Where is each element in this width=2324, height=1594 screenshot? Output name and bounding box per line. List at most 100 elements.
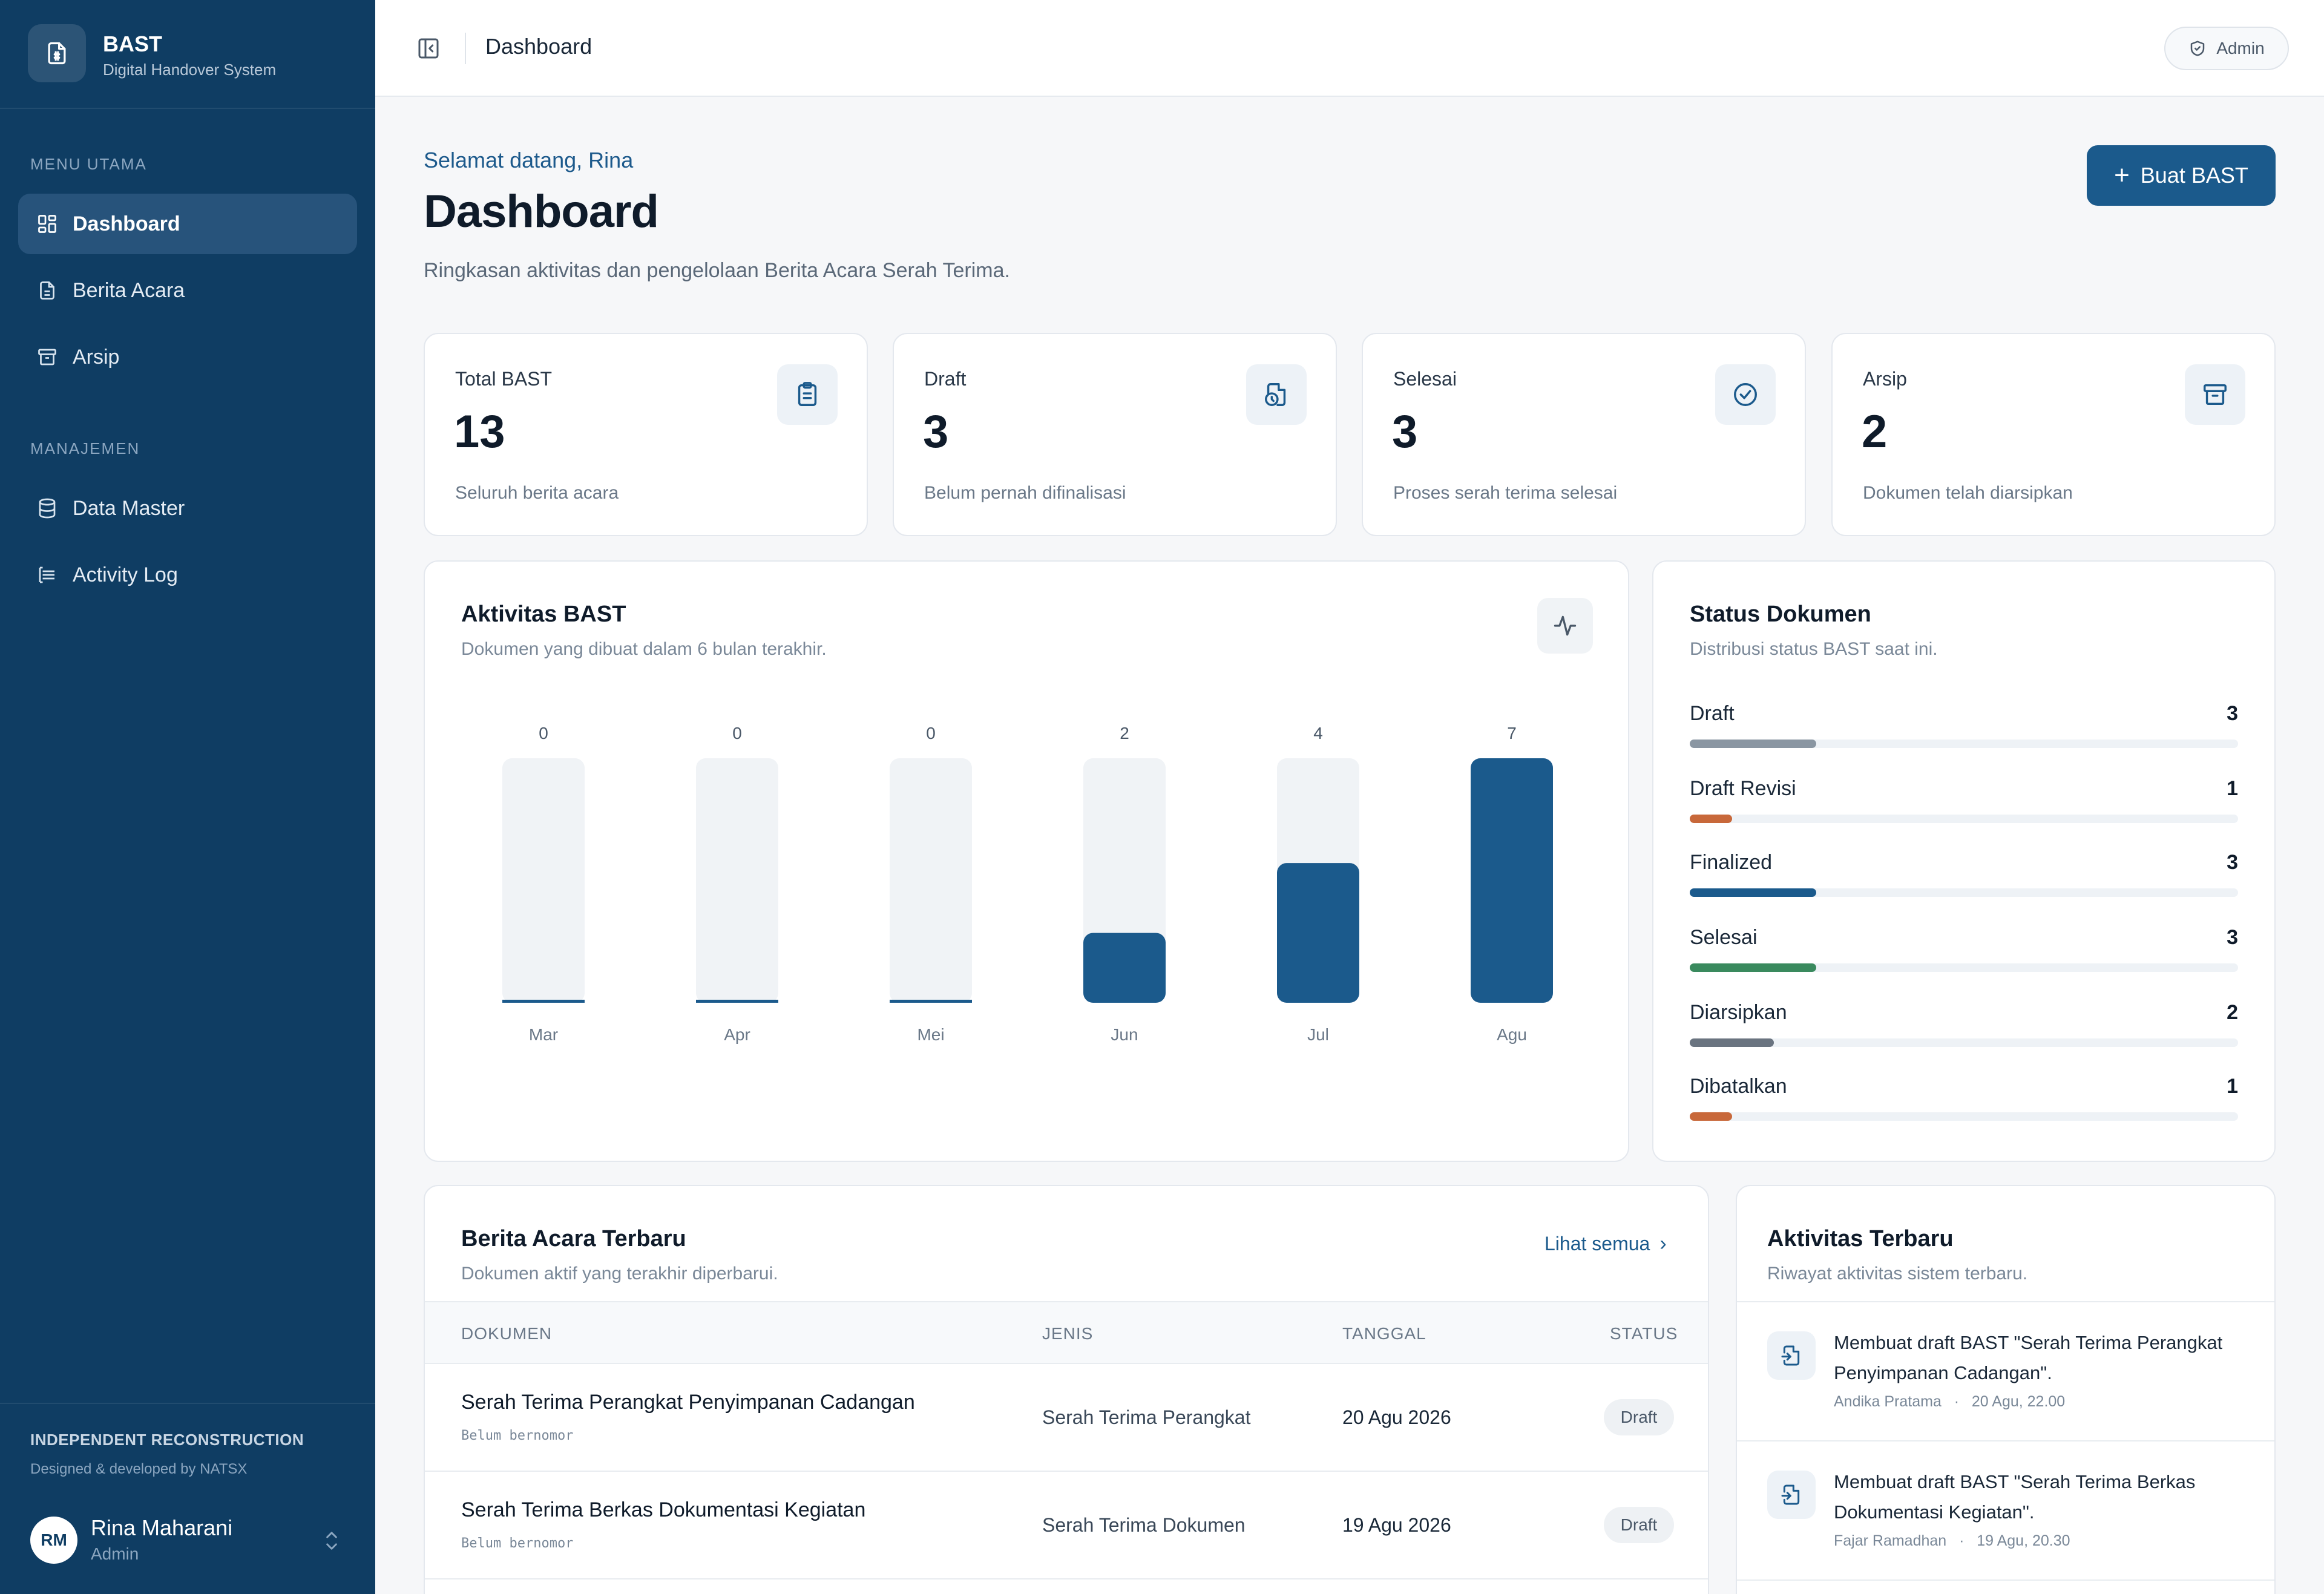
- status-fill: [1690, 1038, 1774, 1047]
- document-title: Serah Terima Perangkat Penyimpanan Cadan…: [461, 1391, 915, 1414]
- user-role: Admin: [91, 1544, 139, 1563]
- document-title: Serah Terima Berkas Dokumentasi Kegiatan: [461, 1498, 866, 1521]
- sidebar-item-arsip[interactable]: Arsip: [18, 327, 357, 387]
- table-row[interactable]: Serah Terima Perangkat Penyimpanan Cadan…: [425, 1364, 1708, 1472]
- status-label: Dibatalkan: [1690, 1075, 1787, 1098]
- stat-label: Draft: [924, 368, 967, 390]
- status-count: 1: [2227, 777, 2238, 800]
- status-card: Status Dokumen Distribusi status BAST sa…: [1652, 560, 2276, 1162]
- sidebar-item-label: Berita Acara: [73, 278, 185, 302]
- brand-logo-icon: [28, 24, 86, 82]
- bar-track: [696, 758, 778, 1003]
- status-row-diarsipkan: Diarsipkan 2: [1690, 1001, 2238, 1055]
- page-title: Dashboard: [424, 186, 659, 237]
- bar-agu[interactable]: [1471, 758, 1553, 1003]
- status-subtitle: Distribusi status BAST saat ini.: [1690, 639, 1938, 659]
- column-header: TANGGAL: [1342, 1324, 1426, 1343]
- status-fill: [1690, 815, 1732, 823]
- activity-subtitle: Riwayat aktivitas sistem terbaru.: [1767, 1264, 2028, 1284]
- status-badge: Draft: [1604, 1399, 1674, 1435]
- database-icon: [35, 496, 59, 520]
- bar-value-label: 2: [1120, 724, 1129, 743]
- chevron-up-down-icon[interactable]: [321, 1527, 343, 1554]
- stat-card-draft: Draft 3 Belum pernah difinalisasi: [893, 333, 1337, 536]
- stat-label: Arsip: [1863, 368, 1907, 390]
- sidebar-item-label: Dashboard: [73, 212, 180, 235]
- chart-title: Aktivitas BAST: [461, 602, 626, 627]
- x-tick-label: Mar: [529, 1025, 558, 1044]
- separator-dot: ·: [1945, 1393, 1968, 1410]
- recent-activity-card: Aktivitas Terbaru Riwayat aktivitas sist…: [1736, 1185, 2276, 1594]
- status-track: [1690, 815, 2238, 823]
- document-number: Belum bernomor: [461, 1428, 574, 1443]
- status-row-draft: Draft 3: [1690, 702, 2238, 756]
- document-date: 19 Agu 2026: [1342, 1514, 1451, 1536]
- x-tick-label: Apr: [724, 1025, 750, 1044]
- footer-title: INDEPENDENT RECONSTRUCTION: [30, 1431, 304, 1449]
- activity-chart-card: Aktivitas BAST Dokumen yang dibuat dalam…: [424, 560, 1629, 1162]
- status-label: Finalized: [1690, 851, 1773, 874]
- bar-jul[interactable]: [1277, 863, 1359, 1003]
- archive-icon: [2185, 364, 2245, 425]
- status-count: 1: [2227, 1075, 2238, 1098]
- bar-apr[interactable]: [696, 1000, 778, 1003]
- activity-text: Membuat draft BAST "Serah Terima Perangk…: [1834, 1332, 2223, 1383]
- status-track: [1690, 1112, 2238, 1121]
- column-header: DOKUMEN: [461, 1324, 553, 1343]
- status-title: Status Dokumen: [1690, 602, 1871, 627]
- create-bast-label: Buat BAST: [2140, 163, 2248, 188]
- sidebar-item-activity-log[interactable]: Activity Log: [18, 545, 357, 605]
- status-row-draft-revisi: Draft Revisi 1: [1690, 777, 2238, 831]
- archive-icon: [35, 345, 59, 369]
- sidebar-item-data-master[interactable]: Data Master: [18, 478, 357, 539]
- activity-item[interactable]: Membuat draft BAST "Serah Terima Perangk…: [1737, 1302, 2274, 1441]
- avatar[interactable]: RM: [30, 1517, 77, 1564]
- recent-subtitle: Dokumen aktif yang terakhir diperbarui.: [461, 1264, 778, 1284]
- bar-mei[interactable]: [890, 1000, 972, 1003]
- activity-time: 19 Agu, 20.30: [1977, 1532, 2070, 1549]
- shield-check-icon: [2188, 39, 2207, 57]
- plus-icon: +: [2114, 160, 2130, 190]
- chart-subtitle: Dokumen yang dibuat dalam 6 bulan terakh…: [461, 639, 827, 659]
- status-row-selesai: Selesai 3: [1690, 926, 2238, 980]
- see-all-link[interactable]: Lihat semua ›: [1544, 1232, 1667, 1256]
- file-import-icon: [1767, 1331, 1816, 1380]
- sidebar-item-berita-acara[interactable]: Berita Acara: [18, 260, 357, 321]
- chevron-right-icon: ›: [1659, 1232, 1667, 1255]
- file-clock-icon: [1246, 364, 1307, 425]
- separator-dot: ·: [1951, 1532, 1973, 1549]
- table-row[interactable]: Serah Terima Berkas Dokumentasi Kegiatan…: [425, 1472, 1708, 1579]
- stat-value: 3: [1392, 406, 1418, 458]
- page-description: Ringkasan aktivitas dan pengelolaan Beri…: [424, 259, 1010, 282]
- create-bast-button[interactable]: + Buat BAST: [2087, 145, 2276, 206]
- activity-title: Aktivitas Terbaru: [1767, 1226, 1954, 1251]
- activity-item[interactable]: Membuat draft BAST "Serah Terima Berkas …: [1737, 1441, 2274, 1581]
- sidebar-item-label: Data Master: [73, 496, 185, 520]
- stat-value: 13: [454, 406, 505, 458]
- sidebar-toggle-icon[interactable]: [416, 36, 441, 61]
- clipboard-icon: [777, 364, 838, 425]
- brand: BAST Digital Handover System: [0, 0, 375, 109]
- activity-text: Membuat draft BAST "Serah Terima Berkas …: [1834, 1471, 2196, 1523]
- role-badge[interactable]: Admin: [2164, 27, 2289, 70]
- bar-jun[interactable]: [1083, 933, 1166, 1003]
- x-tick-label: Jun: [1111, 1025, 1138, 1044]
- document-type: Serah Terima Perangkat: [1042, 1406, 1251, 1428]
- log-icon: [35, 563, 59, 587]
- status-fill: [1690, 740, 1817, 748]
- stat-label: Total BAST: [455, 368, 553, 390]
- user-name: Rina Maharani: [91, 1515, 233, 1540]
- stat-description: Seluruh berita acara: [455, 483, 619, 503]
- bar-chart: 0 Mar 0 Apr 0 Mei 2 Jun 4 Jul 7 Agu: [502, 724, 1553, 1044]
- status-label: Draft: [1690, 702, 1735, 725]
- activity-time: 20 Agu, 22.00: [1971, 1393, 2066, 1410]
- bar-mar[interactable]: [502, 1000, 585, 1003]
- activity-icon[interactable]: [1537, 598, 1593, 654]
- status-track: [1690, 888, 2238, 897]
- document-number: Belum bernomor: [461, 1536, 574, 1551]
- sidebar-item-dashboard[interactable]: Dashboard: [18, 194, 357, 254]
- status-fill: [1690, 1112, 1732, 1121]
- document-date: 20 Agu 2026: [1342, 1406, 1451, 1428]
- activity-user: Andika Pratama: [1834, 1393, 1942, 1410]
- stat-value: 2: [1862, 406, 1888, 458]
